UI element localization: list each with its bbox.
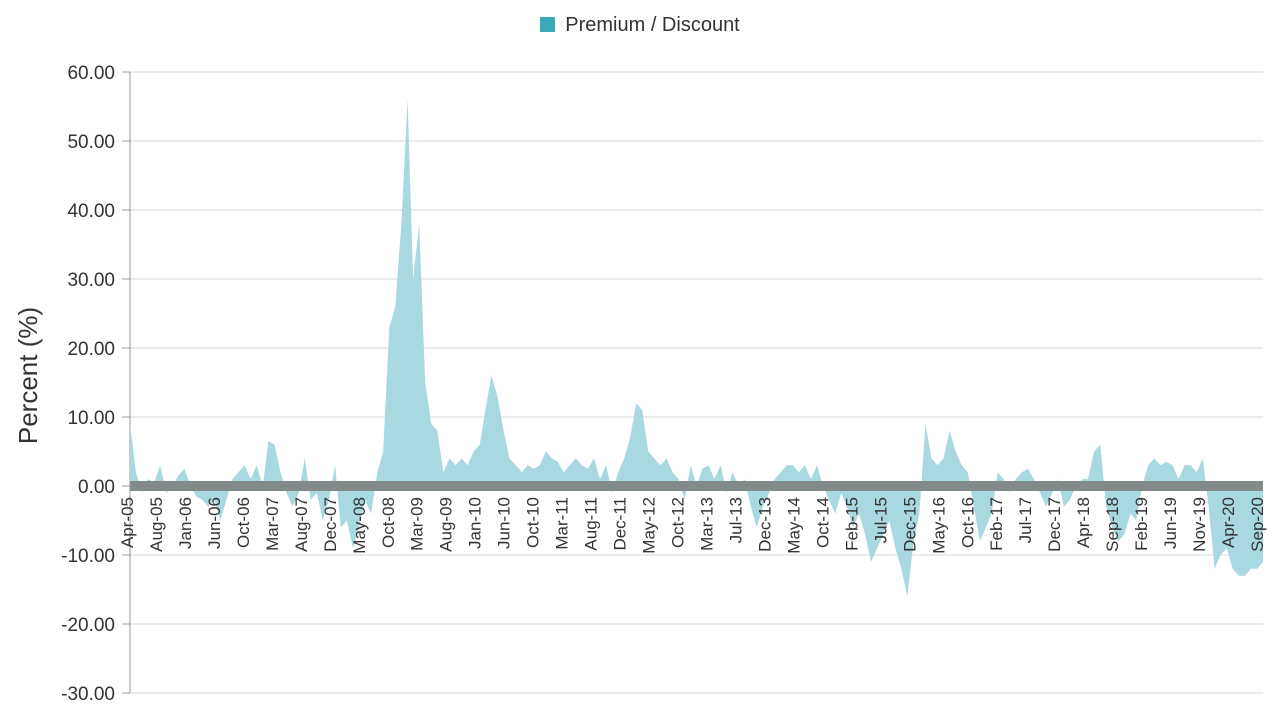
y-tick-label: -10.00 (61, 546, 115, 567)
x-tick-label: Apr-05 (118, 497, 137, 548)
x-tick-label: Jul-13 (726, 497, 745, 543)
x-tick-label: Nov-19 (1190, 497, 1209, 552)
x-tick-label: Mar-13 (697, 497, 716, 551)
y-tick-label: 20.00 (67, 339, 115, 360)
y-tick-label: 10.00 (67, 408, 115, 429)
x-tick-label: Mar-07 (263, 497, 282, 551)
x-tick-label: Dec-11 (611, 497, 630, 551)
x-tick-label: Oct-06 (234, 497, 253, 548)
y-tick-label: 60.00 (67, 63, 115, 84)
x-tick-label: Aug-07 (292, 497, 311, 552)
x-tick-label: Dec-07 (321, 497, 340, 552)
x-tick-label: Jan-10 (466, 497, 485, 549)
chart-legend[interactable]: Premium / Discount (0, 14, 1280, 37)
x-tick-label: Aug-09 (437, 497, 456, 552)
x-tick-label: Jun-10 (495, 497, 514, 549)
x-tick-label: Sep-18 (1103, 497, 1122, 552)
x-tick-label: Jun-19 (1161, 497, 1180, 549)
x-tick-label: Apr-18 (1074, 497, 1093, 548)
legend-swatch (540, 17, 556, 32)
x-tick-label: Oct-16 (958, 497, 977, 548)
x-tick-label: Mar-11 (553, 497, 572, 550)
y-tick-label: 50.00 (67, 132, 115, 153)
x-tick-label: Feb-15 (842, 497, 861, 551)
x-tick-label: Jan-06 (176, 497, 195, 549)
x-tick-label: Jul-17 (1016, 497, 1035, 543)
x-tick-label: Sep-20 (1248, 497, 1267, 552)
y-tick-label: -30.00 (61, 684, 115, 705)
y-tick-label: 30.00 (67, 270, 115, 291)
y-tick-label: -20.00 (61, 615, 115, 636)
x-tick-label: Jun-06 (205, 497, 224, 549)
x-tick-label: Dec-15 (900, 497, 919, 552)
x-tick-label: Dec-17 (1045, 497, 1064, 552)
x-tick-label: Oct-14 (813, 497, 832, 548)
x-tick-label: Oct-10 (524, 497, 543, 548)
series-area (130, 99, 1263, 597)
x-tick-label: Oct-08 (379, 497, 398, 548)
x-tick-label: Oct-12 (669, 497, 688, 548)
zero-baseline (130, 481, 1263, 491)
x-tick-label: Feb-19 (1132, 497, 1151, 551)
x-tick-label: May-08 (350, 497, 369, 554)
y-tick-label: 40.00 (67, 201, 115, 222)
x-tick-label: Jul-15 (871, 497, 890, 543)
x-tick-label: Apr-20 (1219, 497, 1238, 548)
x-tick-label: Feb-17 (987, 497, 1006, 551)
x-tick-label: Dec-13 (755, 497, 774, 552)
legend-label: Premium / Discount (565, 14, 740, 36)
x-tick-label: Aug-11 (582, 497, 601, 551)
x-tick-label: May-16 (929, 497, 948, 554)
x-tick-label: May-12 (640, 497, 659, 554)
x-tick-label: Mar-09 (408, 497, 427, 551)
y-tick-label: 0.00 (78, 477, 115, 498)
x-tick-label: May-14 (784, 497, 803, 554)
x-tick-label: Aug-05 (147, 497, 166, 552)
y-axis-title: Percent (%) (13, 307, 43, 444)
